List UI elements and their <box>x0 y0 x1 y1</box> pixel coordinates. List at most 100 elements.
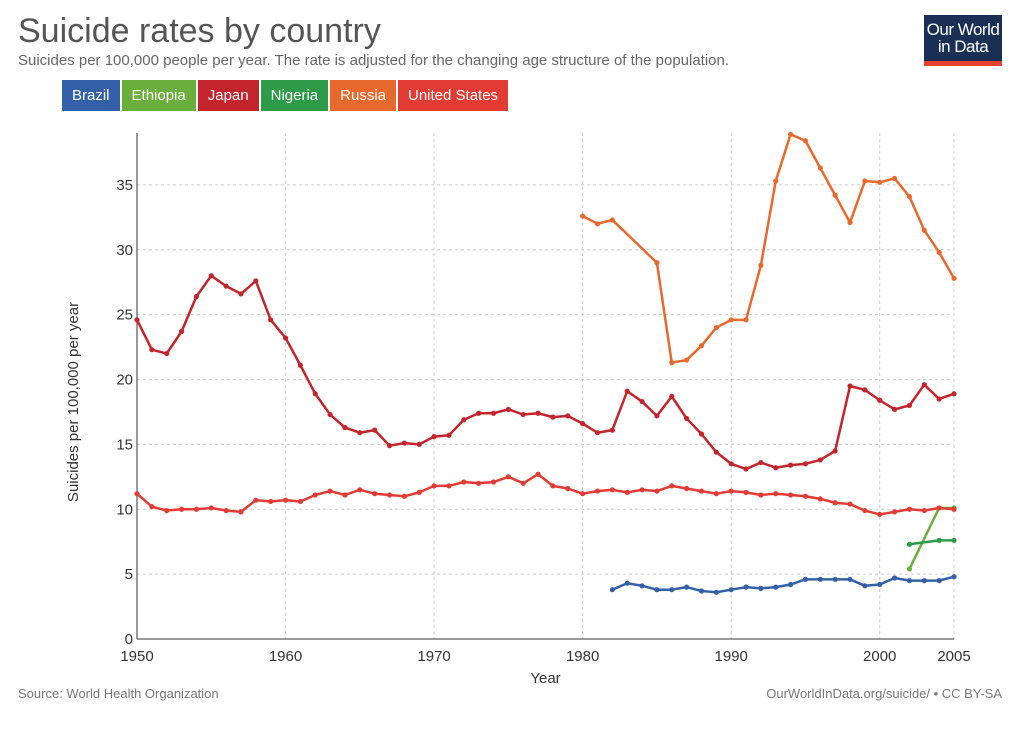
data-point-japan <box>594 430 601 436</box>
data-point-united-states <box>312 492 318 498</box>
data-point-russia <box>921 227 927 233</box>
y-tick-label: 0 <box>125 631 133 648</box>
data-point-japan <box>134 317 140 323</box>
data-point-russia <box>877 179 883 185</box>
legend-item-nigeria[interactable]: Nigeria <box>260 80 329 111</box>
source-note: Source: World Health Organization <box>18 686 219 701</box>
data-point-japan <box>580 421 586 427</box>
data-point-united-states <box>936 505 942 511</box>
data-point-brazil <box>877 581 883 588</box>
data-point-brazil <box>906 578 913 584</box>
data-point-united-states <box>565 485 571 492</box>
data-point-russia <box>743 317 749 323</box>
data-point-russia <box>951 275 957 281</box>
data-point-japan <box>862 387 868 393</box>
data-point-japan <box>476 410 482 416</box>
x-tick-label: 1990 <box>714 648 747 665</box>
data-point-united-states <box>342 492 348 498</box>
data-point-russia <box>654 260 660 266</box>
data-point-japan <box>802 461 809 467</box>
x-tick-label: 1960 <box>269 648 302 665</box>
data-point-united-states <box>921 507 927 514</box>
series-line-united-states <box>136 472 955 516</box>
data-point-japan <box>431 434 437 440</box>
data-point-brazil <box>713 589 719 595</box>
data-point-united-states <box>416 489 422 495</box>
data-point-japan <box>832 448 838 454</box>
data-point-japan <box>446 432 452 438</box>
x-tick-label: 1980 <box>566 648 599 665</box>
data-point-united-states <box>193 506 200 512</box>
y-axis-label: Suicides per 100,000 per year <box>65 302 82 502</box>
legend-item-brazil[interactable]: Brazil <box>62 80 120 111</box>
data-point-united-states <box>684 485 690 492</box>
series-line-brazil <box>611 575 955 594</box>
data-point-japan <box>297 362 303 368</box>
data-point-japan <box>684 415 690 422</box>
series-line-japan <box>135 274 955 471</box>
series-line-ethiopia <box>908 506 954 570</box>
data-point-brazil <box>728 587 734 593</box>
series-line-nigeria <box>909 539 954 546</box>
data-point-brazil <box>639 583 645 589</box>
data-point-japan <box>253 278 259 284</box>
x-tick-label: 2005 <box>937 648 970 665</box>
data-point-united-states <box>446 483 452 489</box>
data-point-nigeria <box>906 541 913 547</box>
data-point-united-states <box>877 511 883 518</box>
legend-item-russia[interactable]: Russia <box>330 80 396 111</box>
data-point-nigeria <box>936 537 942 543</box>
data-point-japan <box>178 328 185 335</box>
data-point-united-states <box>208 505 214 511</box>
data-point-japan <box>401 440 407 446</box>
y-tick-label: 10 <box>116 501 133 518</box>
x-tick-label: 1950 <box>120 648 153 665</box>
license-link[interactable]: OurWorldInData.org/suicide/ • CC BY-SA <box>766 686 1002 701</box>
legend-item-ethiopia[interactable]: Ethiopia <box>121 80 196 111</box>
data-point-brazil <box>951 574 957 580</box>
data-point-japan <box>758 459 764 466</box>
legend: Brazil Ethiopia Japan Nigeria Russia United S… <box>62 80 509 111</box>
data-point-united-states <box>713 491 719 497</box>
data-point-japan <box>342 424 348 431</box>
data-point-united-states <box>609 487 615 493</box>
data-point-united-states <box>223 507 229 514</box>
data-point-united-states <box>535 471 541 477</box>
data-point-brazil <box>936 578 942 584</box>
legend-item-united-states[interactable]: United States <box>398 80 509 111</box>
data-point-japan <box>891 406 898 412</box>
y-tick-label: 30 <box>116 242 133 259</box>
data-point-united-states <box>773 491 779 497</box>
data-point-nigeria <box>951 537 957 543</box>
data-point-brazil <box>609 587 615 593</box>
data-point-united-states <box>386 492 393 498</box>
data-point-united-states <box>951 506 957 512</box>
data-point-united-states <box>580 491 586 497</box>
data-point-russia <box>580 213 586 219</box>
data-point-japan <box>698 431 705 437</box>
data-point-russia <box>906 193 913 200</box>
y-tick-label: 15 <box>116 436 133 453</box>
x-tick-label: 2000 <box>863 648 896 665</box>
logo-line-2: in Data <box>937 37 989 56</box>
data-point-united-states <box>238 509 244 515</box>
page-subtitle: Suicides per 100,000 people per year. Th… <box>18 52 730 69</box>
series-line-russia <box>582 133 956 364</box>
data-point-russia <box>609 217 615 223</box>
data-point-united-states <box>550 483 556 489</box>
data-point-russia <box>698 343 705 349</box>
x-axis-label: Year <box>530 670 560 687</box>
data-point-united-states <box>862 507 868 514</box>
owid-logo[interactable]: Our World in Data <box>924 15 1002 66</box>
data-point-united-states <box>297 498 303 505</box>
data-point-japan <box>788 462 794 468</box>
data-point-japan <box>936 396 942 402</box>
y-tick-label: 5 <box>125 566 133 583</box>
data-point-japan <box>565 413 571 419</box>
data-point-japan <box>609 427 615 433</box>
data-point-russia <box>669 360 675 366</box>
data-point-united-states <box>594 488 601 494</box>
logo-line-1: Our World <box>926 20 1000 39</box>
legend-item-japan[interactable]: Japan <box>197 80 259 111</box>
data-point-russia <box>773 178 779 184</box>
